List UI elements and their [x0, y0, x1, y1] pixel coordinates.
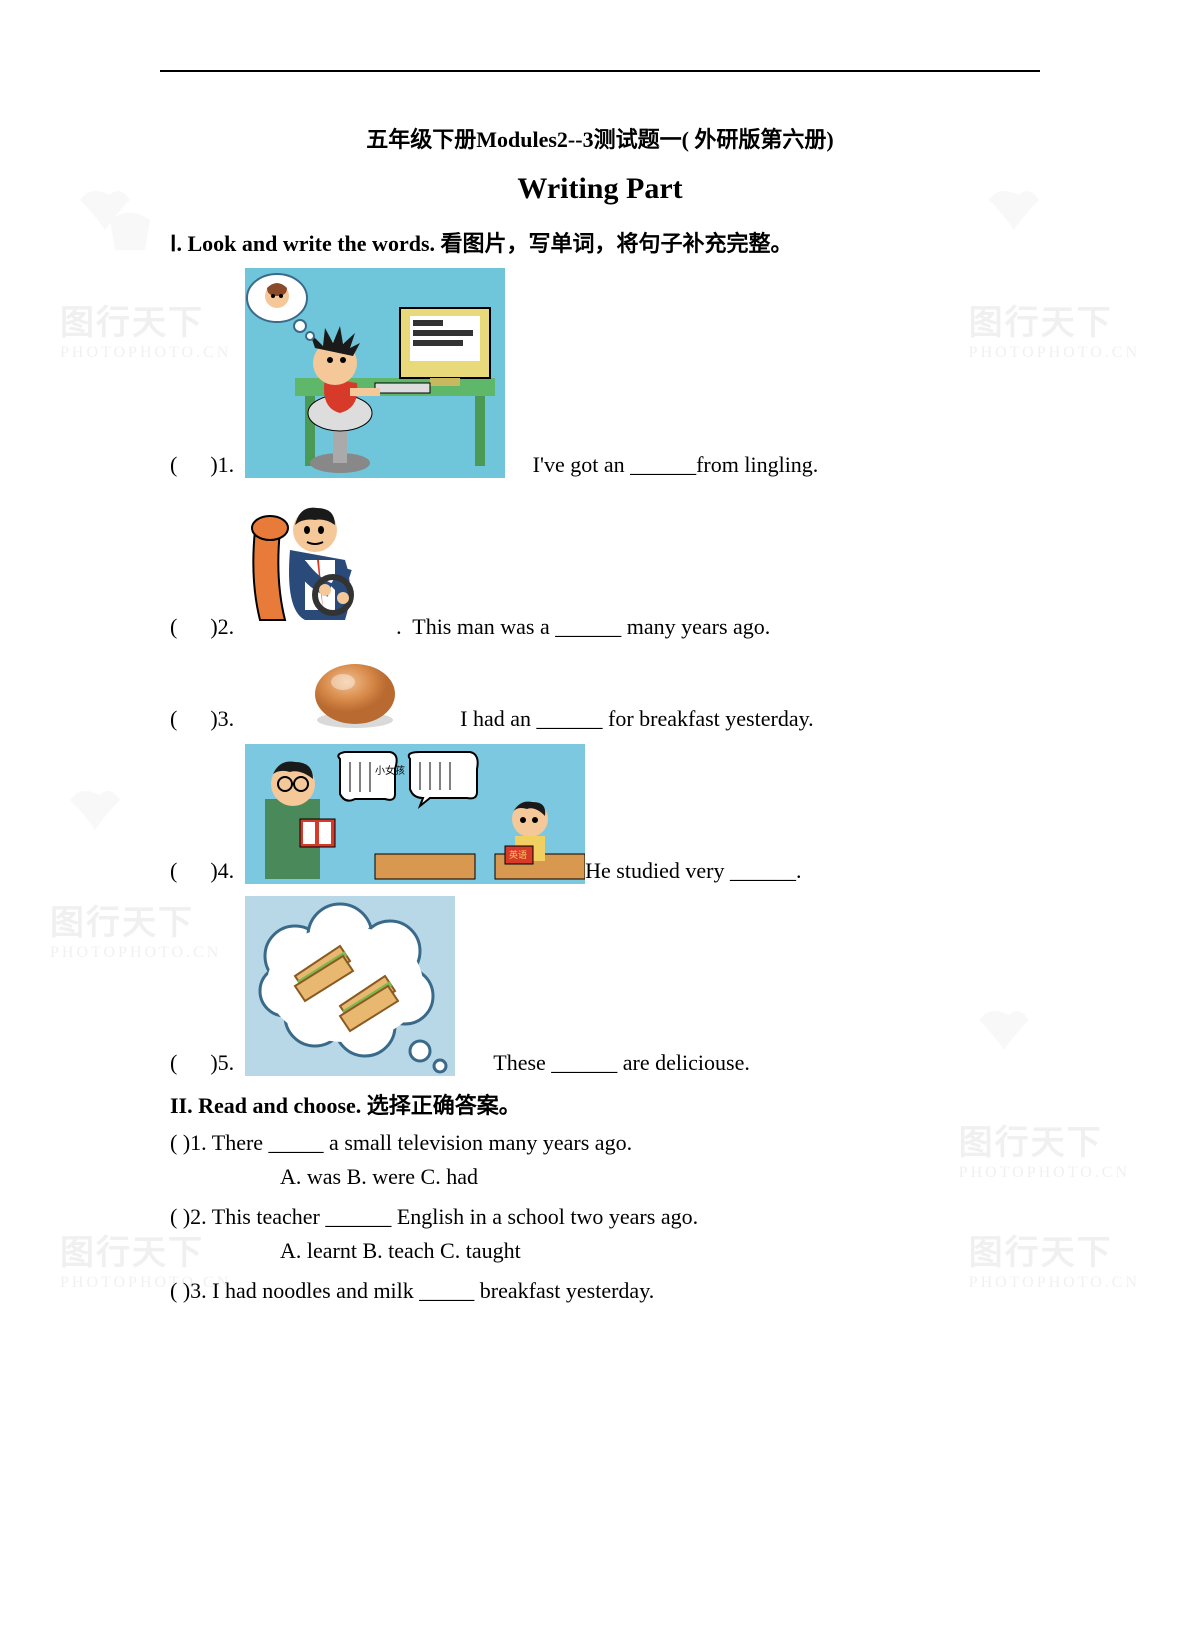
s2-q2: ( )2. This teacher ______ English in a s…	[170, 1204, 1030, 1230]
q2-text: . This man was a ______ many years ago.	[385, 614, 770, 646]
q1-prefix: ( )1.	[170, 452, 245, 484]
q5-prefix: ( )5.	[170, 1050, 245, 1082]
top-rule	[160, 70, 1040, 72]
content-area: 五年级下册Modules2--3测试题一( 外研版第六册) Writing Pa…	[90, 122, 1110, 1304]
q2-image	[245, 490, 385, 646]
question-4: ( )4.	[170, 744, 1030, 890]
s2-q1: ( )1. There _____ a small television man…	[170, 1130, 1030, 1156]
q3-prefix: ( )3.	[170, 706, 245, 738]
q4-image: 小女孩 英语	[245, 744, 585, 890]
q5-image	[245, 896, 455, 1082]
svg-text:英语: 英语	[509, 849, 527, 860]
question-5: ( )5.	[170, 896, 1030, 1082]
q4-text: He studied very ______.	[585, 858, 801, 890]
q1-image	[245, 268, 505, 484]
section-title-main: Writing Part	[170, 172, 1030, 206]
worksheet-page: 五年级下册Modules2--3测试题一( 外研版第六册) Writing Pa…	[0, 0, 1200, 1352]
question-1: ( )1.	[170, 268, 1030, 484]
q2-prefix: ( )2.	[170, 614, 245, 646]
q4-prefix: ( )4.	[170, 858, 245, 890]
s2-q3: ( )3. I had noodles and milk _____ break…	[170, 1278, 1030, 1304]
q5-text: These ______ are deliciouse.	[455, 1050, 750, 1082]
svg-text:小女孩: 小女孩	[375, 764, 405, 777]
s2-q1-opts: A. was B. were C. had	[280, 1164, 1030, 1190]
page-title: 五年级下册Modules2--3测试题一( 外研版第六册)	[170, 122, 1030, 154]
section2-title: II. Read and choose. 选择正确答案。	[170, 1088, 1030, 1120]
question-2: ( )2.	[170, 490, 1030, 646]
s2-q2-opts: A. learnt B. teach C. taught	[280, 1238, 1030, 1264]
q3-text: I had an ______ for breakfast yesterday.	[405, 706, 814, 738]
q3-image	[245, 652, 405, 738]
section1-title: Ⅰ. Look and write the words. 看图片，写单词，将句子…	[170, 226, 1030, 258]
question-3: ( )3. I had an ____	[170, 652, 1030, 738]
q1-text: I've got an ______from lingling.	[505, 452, 818, 484]
